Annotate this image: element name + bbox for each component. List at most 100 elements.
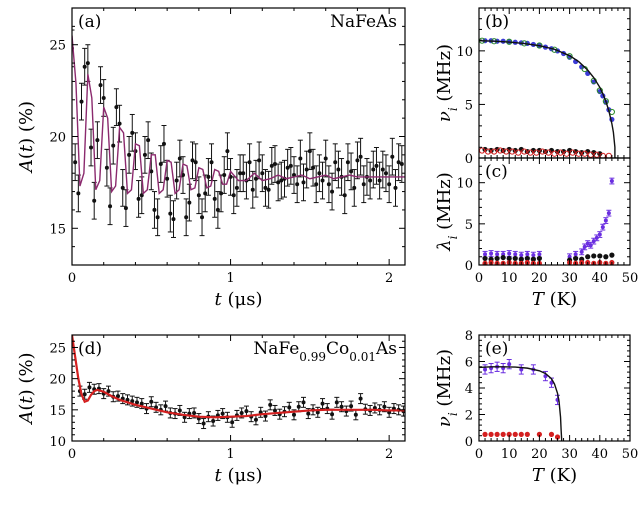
data-point [276,180,281,185]
y-tick-label: 20 [49,131,66,146]
data-point [154,405,159,410]
data-point [399,162,404,167]
data-point [114,105,119,110]
data-point [79,99,84,104]
panel-label: (d) [78,339,102,359]
data-point [382,404,387,409]
data-point [551,150,558,157]
data-point [530,147,536,154]
fit-line [72,335,405,419]
data-point [203,191,208,196]
data-point [142,152,147,157]
y-tick-label: 10 [456,177,473,192]
data-point [92,198,97,203]
data-point [606,211,611,216]
data-point [190,158,195,163]
data-point [491,148,498,155]
panel-label: (b) [485,12,509,32]
data-point [527,149,534,156]
data-point [149,399,154,404]
x-tick-label: 0 [68,447,76,462]
data-point [380,167,385,172]
data-point [581,150,588,157]
data-point [383,171,388,176]
panel-a: 0 1 2 15 20 25 A(t) (%) t (μs) (a) NaFeAs [16,7,406,310]
data-point [241,171,246,176]
data-point [519,253,524,258]
y-tick-label: 10 [49,435,66,450]
data-point [253,417,258,422]
x-axis-label: T (K) [532,289,577,310]
data-point [484,148,492,155]
data-point [95,138,100,143]
data-point [250,187,255,192]
y-axis-label: νi (MHz) [434,349,460,427]
y-axis-label: A(t) (%) [16,101,37,174]
data-point [87,385,92,390]
data-point [200,215,205,220]
data-point [353,412,358,417]
data-point [287,405,292,410]
y-tick-label: 6 [465,356,473,371]
data-point [500,431,506,437]
data-point [315,410,320,415]
data-point [495,252,500,257]
plot-area [72,29,405,238]
fit-line [72,35,405,195]
data-point [482,431,488,437]
data-point [396,160,401,165]
data-point [311,165,316,170]
data-point [579,249,584,254]
plot-area [479,37,617,158]
data-point [295,182,300,187]
data-point [521,148,528,155]
data-point [317,171,322,176]
data-point [600,225,605,230]
data-point [127,152,132,157]
panel-e: 0 10 20 30 40 50 0 2 4 6 8 νi (MHz) T (K) (e) [434,329,638,486]
data-point [152,207,157,212]
data-point [573,252,578,257]
panel-label: (a) [78,12,101,32]
data-point [330,412,335,417]
data-point [554,434,561,440]
y-tick-label: 15 [49,404,66,419]
y-tick-label: 10 [456,45,473,60]
data-point [336,167,341,172]
data-point [320,178,325,183]
data-point [591,253,597,259]
data-point [500,254,506,261]
data-point [320,401,325,406]
data-point [136,196,141,201]
data-point [591,239,596,244]
data-point [507,362,512,367]
data-point [201,421,206,426]
data-point [358,154,363,159]
data-point [211,419,216,424]
sample-annotation: NaFe0.99Co0.01As [253,339,397,364]
y-tick-label: 20 [49,373,66,388]
data-point [525,252,530,257]
data-point [506,255,512,262]
data-point [239,410,244,415]
data-point [488,147,494,154]
data-point [509,148,516,155]
data-point [73,160,78,165]
data-point [220,411,225,416]
data-point [603,254,609,260]
data-point [168,211,173,216]
data-point [374,163,379,168]
y-tick-label: 8 [465,329,473,344]
data-point [266,187,271,192]
y-tick-label: 4 [465,382,473,397]
x-tick-label: 2 [385,271,393,286]
x-axis-label: t (μs) [215,465,263,486]
data-point [225,149,230,154]
panel-d: 0 1 2 10 15 20 25 A(t) (%) t (μs) (d) NaFe0.99Co0.… [16,334,406,486]
data-point [230,420,235,425]
x-tick-label: 30 [561,271,578,286]
x-tick-label: 1 [226,271,234,286]
data-point [609,179,614,184]
